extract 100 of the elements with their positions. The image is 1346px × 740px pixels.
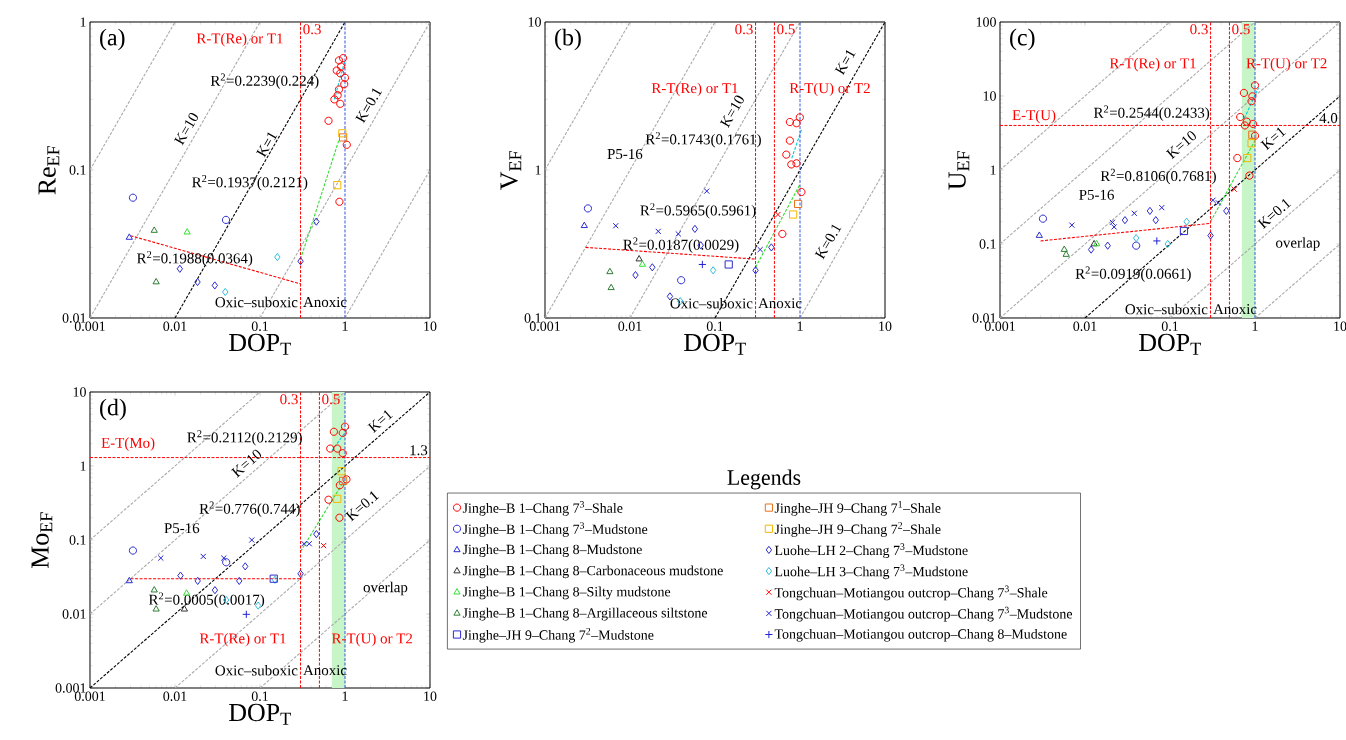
annotation: R$^{2}$=0.0187(0.0029) [623,237,739,253]
annotation: E-T(Mo) [101,437,155,451]
y-tick-label: 0.001 [55,683,86,693]
annotation: P5-16 [1079,189,1114,200]
y-tick-label: 10 [983,91,996,101]
annotation: R-T(U) or T2 [789,82,870,97]
annotation: R-T(Re) or T1 [1109,57,1196,72]
annotation: R$^{2}$=0.0919(0.0661) [1075,266,1191,282]
y-axis-title: V$_{EF}$ [500,150,522,190]
annotation: Anoxic [303,665,347,676]
y-tick-label: 1 [535,165,541,175]
y-tick-label: 100 [976,17,996,27]
x-tick-label: 0.1 [706,321,723,331]
ref-line-label: 1.3 [410,445,428,456]
x-tick-label: 0.01 [618,321,642,331]
x-tick-label: 10 [424,691,437,701]
annotation: Anoxic [303,297,347,308]
annotation: R-T(Re) or T1 [196,32,283,47]
y-axis-title: Mo$_{EF}$ [31,512,53,569]
annotation: overlap [363,581,408,596]
annotation: E-T(U) [1012,109,1056,124]
y-axis-title: U$_{EF}$ [948,150,970,190]
legend-label: Tongchuan–Motiangou outcrop–Chang 8–Mudstone [774,628,1067,642]
x-tick-label: 0.1 [251,321,268,331]
legend-label: Jinghe–B 1–Chang 8–Silty mudstone [462,586,671,600]
annotation: Oxic–suboxic [215,664,298,676]
y-tick-label: 1 [80,17,86,27]
annotation: Oxic–suboxic [670,297,753,309]
annotation: R$^{2}$=0.2544(0.2433) [1093,105,1210,121]
annotation: Oxic–suboxic [1125,303,1208,315]
y-tick-label: 10 [73,387,86,397]
x-tick-label: 0.01 [163,321,187,331]
legend-label: Jinghe–JH 9–Chang 7$^{2}$–Mudstone [462,627,654,643]
x-tick-label: 0.01 [163,691,187,701]
x-axis-title: DOP$_{T}$ [229,703,291,725]
x-tick-label: 10 [879,321,892,331]
annotation: R$^{2}$=0.1743(0.1761) [645,132,761,148]
ref-line-label: 0.3 [1190,24,1208,35]
annotation: P5-16 [607,148,643,160]
annotation: R$^{2}$=0.8106(0.7681) [1100,168,1216,185]
annotation: R$^{2}$=0.5965(0.5961) [640,203,756,219]
annotation: K=1 [367,410,393,433]
x-tick-label: 10 [1334,321,1346,331]
ref-line-label: 0.3 [735,24,753,35]
annotation: Oxic–suboxic [215,296,298,308]
y-tick-label: 0.1 [524,313,541,323]
chart-title: (c) [1010,28,1035,51]
legend-label: Jinghe–B 1–Chang 7$^{3}$–Shale [462,501,623,516]
ref-line-label: 0.5 [1232,24,1250,35]
ref-line-label: 0.3 [280,394,298,405]
legend-label: Tongchuan–Motiangou outcrop–Chang 7$^{3}$–Shale [774,585,1048,601]
annotation: K=1 [834,50,856,76]
chart-title: (d) [100,398,126,421]
annotation: P5-16 [164,523,200,534]
annotation: R$^{2}$=0.2112(0.2129) [187,430,302,446]
y-tick-label: 1 [990,165,996,175]
chart-title: (a) [100,28,125,51]
annotation: Anoxic [758,298,802,309]
x-tick-label: 1 [1252,321,1258,331]
y-tick-label: 0.01 [62,609,86,619]
ref-line-label: 0.5 [322,394,340,405]
legend-label: Jinghe–JH 9–Chang 7$^{1}$–Shale [774,501,941,516]
y-axis-title: Re$_{EF}$ [38,145,60,195]
x-tick-label: 10 [424,321,437,331]
legend-title: Legends [727,469,801,490]
legend-label: Tongchuan–Motiangou outcrop–Chang 7$^{3}$–Mudstone [774,606,1073,622]
legend-label: Jinghe–B 1–Chang 8–Mudstone [462,544,642,558]
y-tick-label: 10 [528,17,541,27]
y-tick-label: 0.01 [62,313,86,323]
ref-line-label: 0.3 [303,24,321,35]
x-tick-label: 0.1 [251,691,268,701]
ref-line-label: 0.5 [777,24,795,35]
annotation: R-T(Re) or T1 [199,632,286,647]
annotation: overlap [1276,237,1320,251]
annotation: R$^{2}$=0.776(0.744) [199,501,300,517]
ref-line-label: 4.0 [1319,113,1338,124]
x-tick-label: 1 [797,321,803,331]
x-axis-title: DOP$_{T}$ [229,333,291,355]
x-axis-title: DOP$_{T}$ [1139,333,1201,355]
y-tick-label: 0.01 [972,313,996,323]
y-tick-label: 0.1 [69,535,86,545]
x-tick-label: 0.01 [1073,321,1097,331]
x-tick-label: 1 [342,321,348,331]
y-tick-label: 0.1 [69,165,86,175]
y-tick-label: 1 [80,461,86,471]
x-tick-label: 1 [342,691,348,701]
annotation: Anoxic [1213,304,1257,315]
legend-label: Luohe–LH 2–Chang 7$^{3}$–Mudstone [774,543,968,559]
legend-label: Jinghe–B 1–Chang 8–Argillaceous siltstone [462,607,708,621]
chart-title: (b) [555,28,581,51]
annotation: R$^{2}$=0.2239(0.224) [210,73,319,89]
y-tick-label: 0.1 [979,239,996,249]
x-axis-title: DOP$_{T}$ [684,333,746,355]
x-tick-label: 0.1 [1161,321,1178,331]
legend-label: Jinghe–B 1–Chang 8–Carbonaceous mudstone [462,565,723,579]
legend-label: Jinghe–JH 9–Chang 7$^{2}$–Shale [774,522,941,537]
annotation: K=1 [1260,127,1286,151]
annotation: R-T(U) or T2 [331,632,413,647]
legend-label: Jinghe–B 1–Chang 7$^{3}$–Mudstone [462,522,648,537]
annotation: R-T(U) or T2 [1246,57,1327,72]
